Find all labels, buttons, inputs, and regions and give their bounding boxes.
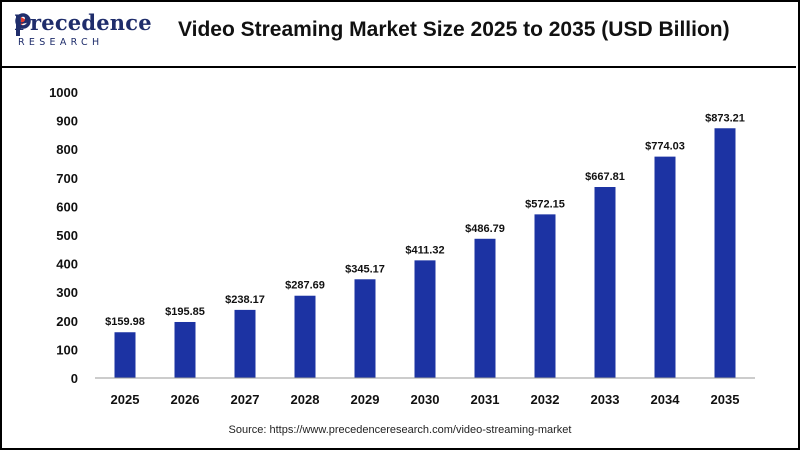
bars — [114, 128, 736, 378]
bar-value-label: $159.98 — [105, 316, 145, 328]
y-axis-ticks: 0 100 200 300 400 500 600 700 800 900 1000 — [49, 85, 78, 386]
bar-chart: 0 100 200 300 400 500 600 700 800 900 1000 $159.98… — [49, 85, 755, 407]
x-tick-label: 2026 — [171, 392, 200, 407]
bar — [294, 295, 316, 378]
y-tick-label: 200 — [56, 314, 78, 329]
y-tick-label: 600 — [56, 199, 78, 214]
y-tick-label: 1000 — [49, 85, 78, 100]
bar-value-label: $667.81 — [585, 171, 625, 183]
bar — [714, 128, 736, 378]
bar — [654, 156, 676, 378]
y-tick-label: 300 — [56, 285, 78, 300]
y-tick-label: 500 — [56, 228, 78, 243]
logo-wordmark: Precedence — [14, 10, 152, 35]
x-tick-label: 2032 — [531, 392, 560, 407]
y-tick-label: 800 — [56, 142, 78, 157]
value-labels: $159.98 $195.85 $238.17 $287.69 $345.17 $411.… — [105, 112, 745, 328]
x-tick-label: 2029 — [351, 392, 380, 407]
y-tick-label: 400 — [56, 257, 78, 272]
bar — [234, 309, 256, 378]
bar — [174, 321, 196, 378]
y-tick-label: 700 — [56, 171, 78, 186]
bar — [474, 238, 496, 378]
logo: Precedence RESEARCH — [14, 10, 154, 56]
bar-value-label: $411.32 — [405, 244, 444, 256]
bar-value-label: $873.21 — [705, 112, 745, 124]
x-axis-ticks: 2025 2026 2027 2028 2029 2030 2031 2032 2033 2034… — [111, 392, 740, 407]
bar — [594, 187, 616, 378]
x-tick-label: 2033 — [591, 392, 620, 407]
source-note: Source: https://www.precedenceresearch.c… — [228, 424, 572, 436]
bar-value-label: $572.15 — [525, 198, 565, 210]
y-tick-label: 0 — [71, 371, 78, 386]
x-tick-label: 2030 — [411, 392, 440, 407]
bar — [354, 279, 376, 378]
y-tick-label: 100 — [56, 342, 78, 357]
bar-value-label: $287.69 — [285, 280, 325, 292]
logo-mark-icon — [15, 13, 31, 36]
x-tick-label: 2035 — [711, 392, 740, 407]
bar-value-label: $238.17 — [225, 294, 265, 306]
bar-value-label: $195.85 — [165, 306, 205, 318]
bar — [414, 260, 436, 378]
x-tick-label: 2034 — [651, 392, 681, 407]
bar — [534, 214, 556, 378]
page-title: Video Streaming Market Size 2025 to 2035… — [178, 18, 730, 41]
x-tick-label: 2027 — [231, 392, 260, 407]
x-tick-label: 2025 — [111, 392, 140, 407]
bar-value-label: $774.03 — [645, 141, 685, 153]
x-tick-label: 2031 — [471, 392, 500, 407]
header: Precedence RESEARCH Video Streaming Mark… — [0, 0, 796, 66]
header-divider — [0, 66, 796, 68]
bar — [114, 332, 136, 378]
bar-value-label: $345.17 — [345, 263, 385, 275]
logo-subtext: RESEARCH — [18, 37, 104, 48]
x-tick-label: 2028 — [291, 392, 320, 407]
y-tick-label: 900 — [56, 114, 78, 129]
bar-value-label: $486.79 — [465, 223, 505, 235]
